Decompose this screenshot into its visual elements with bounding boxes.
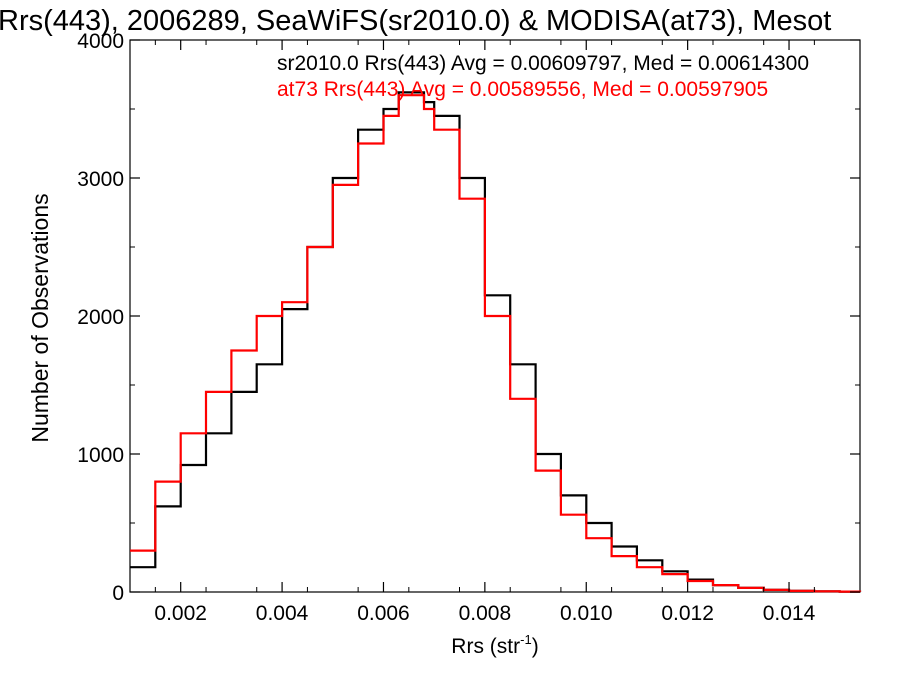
y-tick-label: 1000 xyxy=(77,444,124,467)
series-layer xyxy=(130,91,862,593)
x-tick-label: 0.006 xyxy=(357,602,410,625)
chart-title: Rrs(443), 2006289, SeaWiFS(sr2010.0) & M… xyxy=(0,5,831,37)
x-axis-label-suffix: ) xyxy=(532,635,539,658)
stats-annotation-1: sr2010.0 Rrs(443) Avg = 0.00609797, Med … xyxy=(277,52,809,75)
series-line-2 xyxy=(130,94,862,593)
y-tick-label: 2000 xyxy=(77,306,124,329)
y-tick-label: 0 xyxy=(112,582,124,605)
x-axis-label-superscript: -1 xyxy=(520,632,532,647)
x-tick-label: 0.014 xyxy=(763,602,816,625)
x-axis-label-main: Rrs (str xyxy=(451,635,520,658)
x-tick-label: 0.008 xyxy=(459,602,512,625)
x-tick-label: 0.004 xyxy=(256,602,309,625)
stats-annotation-2: at73 Rrs(443) Avg = 0.00589556, Med = 0.… xyxy=(277,78,768,101)
x-tick-label: 0.010 xyxy=(560,602,613,625)
x-tick-label: 0.012 xyxy=(661,602,714,625)
series-line-1 xyxy=(130,91,862,593)
annotation-layer: sr2010.0 Rrs(443) Avg = 0.00609797, Med … xyxy=(277,52,809,101)
x-tick-label: 0.002 xyxy=(154,602,207,625)
y-tick-label: 4000 xyxy=(77,30,124,53)
x-axis-label: Rrs (str-1) xyxy=(451,632,538,658)
y-axis-ticks: 0 1000 2000 3000 4000 xyxy=(77,30,860,605)
y-axis-label: Number of Observations xyxy=(27,193,53,442)
x-axis-ticks: 0.002 0.004 0.006 0.008 0.010 0.012 0.014 xyxy=(154,40,816,625)
y-tick-label: 3000 xyxy=(77,168,124,191)
